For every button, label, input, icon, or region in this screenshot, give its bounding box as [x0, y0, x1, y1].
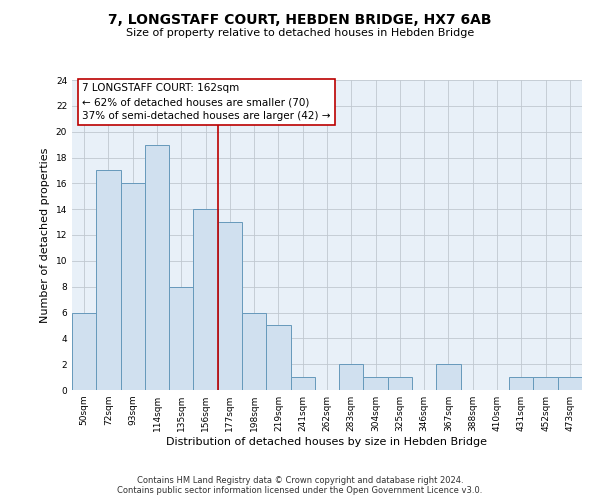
Bar — [169, 286, 193, 390]
Bar — [218, 222, 242, 390]
Text: Contains public sector information licensed under the Open Government Licence v3: Contains public sector information licen… — [118, 486, 482, 495]
Y-axis label: Number of detached properties: Number of detached properties — [40, 148, 50, 322]
Bar — [72, 312, 96, 390]
Text: Size of property relative to detached houses in Hebden Bridge: Size of property relative to detached ho… — [126, 28, 474, 38]
Bar — [193, 209, 218, 390]
Bar — [388, 377, 412, 390]
Bar — [364, 377, 388, 390]
Text: 7, LONGSTAFF COURT, HEBDEN BRIDGE, HX7 6AB: 7, LONGSTAFF COURT, HEBDEN BRIDGE, HX7 6… — [108, 12, 492, 26]
Bar — [96, 170, 121, 390]
Bar — [145, 144, 169, 390]
Bar — [533, 377, 558, 390]
Text: 7 LONGSTAFF COURT: 162sqm
← 62% of detached houses are smaller (70)
37% of semi-: 7 LONGSTAFF COURT: 162sqm ← 62% of detac… — [82, 83, 331, 121]
Bar — [121, 184, 145, 390]
Bar — [242, 312, 266, 390]
Bar — [509, 377, 533, 390]
Bar — [266, 326, 290, 390]
Bar — [436, 364, 461, 390]
Bar — [339, 364, 364, 390]
X-axis label: Distribution of detached houses by size in Hebden Bridge: Distribution of detached houses by size … — [167, 437, 487, 447]
Bar — [290, 377, 315, 390]
Bar — [558, 377, 582, 390]
Text: Contains HM Land Registry data © Crown copyright and database right 2024.: Contains HM Land Registry data © Crown c… — [137, 476, 463, 485]
